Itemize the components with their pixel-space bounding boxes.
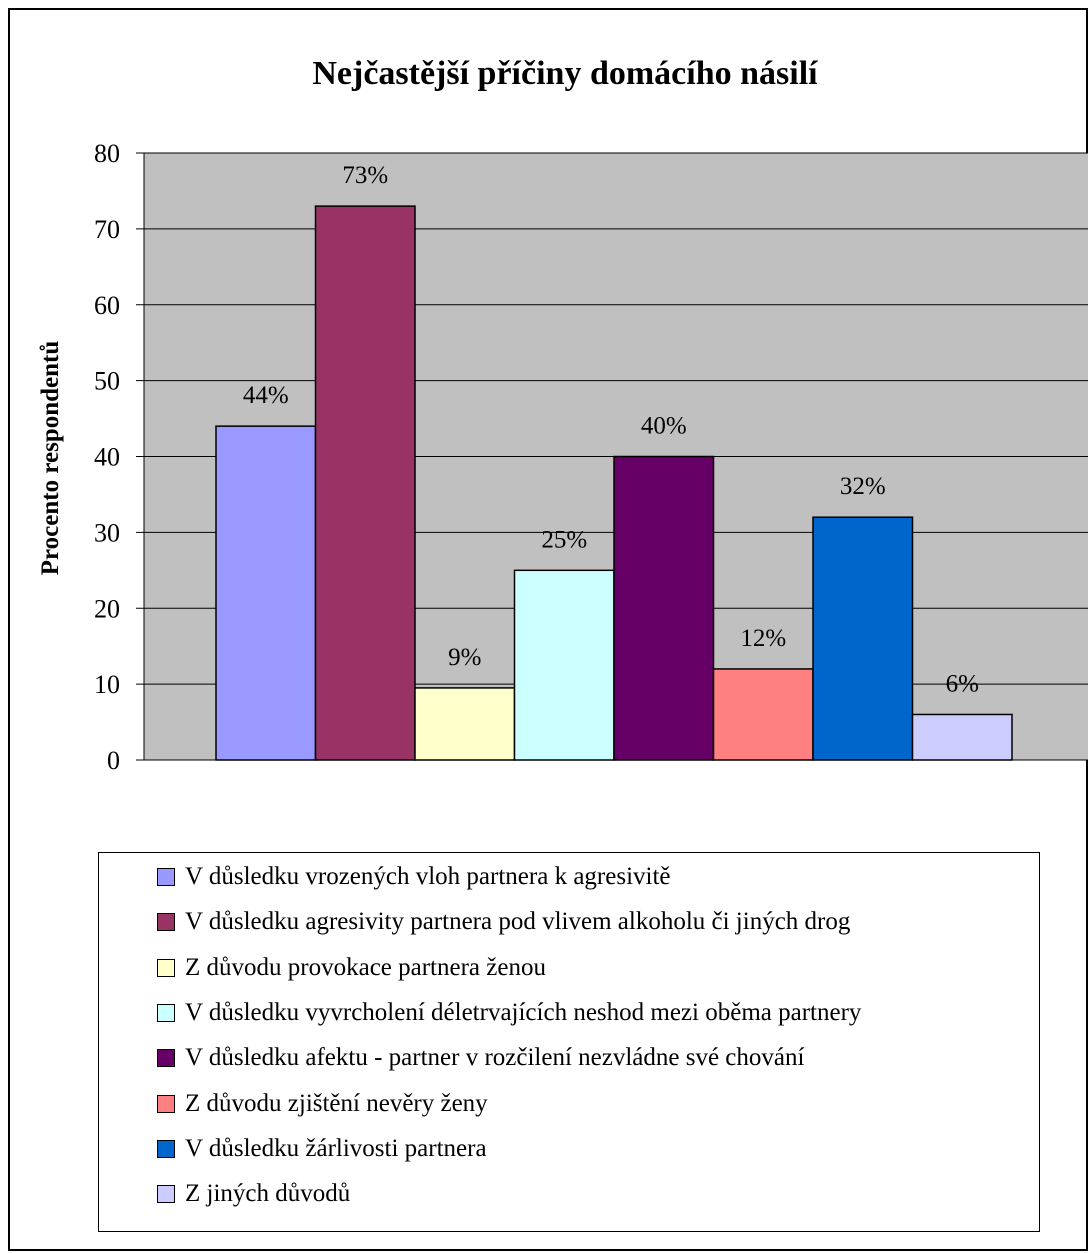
legend-item: V důsledku žárlivosti partnera [157, 1129, 487, 1169]
legend-swatch [157, 958, 175, 977]
chart-title: Nejčastější příčiny domácího násilí [312, 55, 818, 92]
y-tick-label: 70 [94, 215, 120, 244]
legend-item: V důsledku vrozených vloh partnera k agr… [157, 857, 671, 897]
y-tick-label: 30 [94, 518, 120, 547]
legend-swatch [157, 913, 175, 932]
legend-label: Z důvodu zjištění nevěry ženy [185, 1089, 488, 1117]
legend-label: V důsledku vyvrcholení déletrvajících ne… [185, 998, 862, 1026]
legend-item: Z důvodu zjištění nevěry ženy [157, 1084, 488, 1124]
legend-item: V důsledku agresivity partnera pod vlive… [157, 902, 850, 942]
y-tick-label: 80 [94, 139, 120, 168]
legend-label: V důsledku agresivity partnera pod vlive… [185, 908, 851, 936]
legend-label: Z jiných důvodů [185, 1180, 351, 1208]
y-tick-label: 40 [94, 443, 120, 472]
legend-item: V důsledku afektu - partner v rozčilení … [157, 1038, 804, 1078]
y-tick-label: 60 [94, 291, 120, 320]
legend-label: V důsledku vrozených vloh partnera k agr… [185, 863, 671, 890]
legend-item: V důsledku vyvrcholení déletrvajících ne… [157, 993, 861, 1033]
bar [911, 713, 1013, 761]
data-label: 40% [641, 413, 687, 440]
bar [414, 687, 516, 761]
bar [513, 569, 615, 761]
y-tick-label: 0 [107, 746, 120, 775]
data-label: 44% [243, 382, 289, 409]
legend-swatch [157, 1139, 175, 1158]
data-label: 6% [946, 670, 979, 697]
bar [712, 668, 814, 761]
legend-item: Z jiných důvodů [157, 1174, 350, 1214]
legend: V důsledku vrozených vloh partnera k agr… [98, 852, 1040, 1232]
data-label: 12% [740, 625, 786, 652]
legend-swatch [157, 868, 175, 886]
legend-swatch [157, 1185, 175, 1204]
y-tick-label: 10 [94, 670, 120, 699]
legend-label: Z důvodu provokace partnera ženou [185, 953, 546, 981]
bar [215, 425, 317, 761]
legend-label: V důsledku žárlivosti partnera [185, 1134, 487, 1162]
y-axis-label: Procento respondentů [37, 341, 64, 576]
legend-item: Z důvodu provokace partnera ženou [157, 948, 546, 988]
bar [314, 205, 416, 761]
y-tick-label: 50 [94, 367, 120, 396]
data-label: 9% [448, 644, 481, 671]
legend-swatch [157, 1049, 175, 1068]
plot-area: 0 10 20 30 40 50 60 70 80 44% 73% 9% 25% 40% 12% 32% 6% [94, 139, 1088, 775]
legend-label: V důsledku afektu - partner v rozčilení … [185, 1044, 805, 1072]
data-label: 25% [541, 526, 587, 553]
data-label: 32% [840, 473, 886, 500]
bar [812, 516, 914, 761]
data-label: 73% [342, 162, 388, 189]
legend-swatch [157, 1094, 175, 1113]
bar [613, 455, 715, 761]
y-tick-label: 20 [94, 594, 120, 623]
legend-swatch [157, 1003, 175, 1022]
